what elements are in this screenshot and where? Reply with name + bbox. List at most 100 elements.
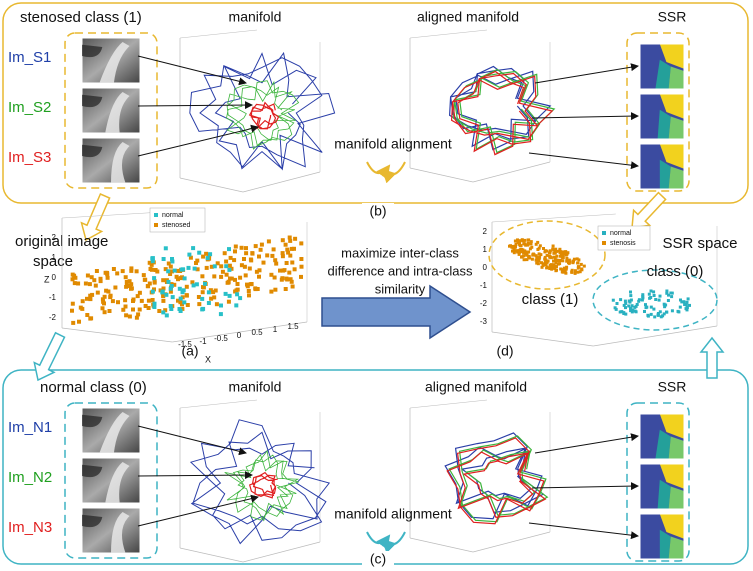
scatter-point: [219, 275, 223, 279]
manifold-curve: [225, 451, 299, 521]
scatter-point: [207, 290, 211, 294]
scatter-point: [258, 268, 262, 272]
scatter-point: [244, 251, 248, 255]
scatter-point: [72, 274, 76, 278]
scatter-point: [273, 276, 277, 280]
scatter-point: [161, 278, 165, 282]
scatter-point: [525, 258, 528, 261]
scatter-point: [286, 251, 290, 255]
scatter-point: [221, 270, 225, 274]
scatter-point: [509, 244, 512, 247]
axis-label: X: [205, 354, 211, 364]
scatter-point: [121, 308, 125, 312]
scatter-point: [225, 273, 229, 277]
scatter-point: [131, 299, 135, 303]
image-label: Im_S3: [8, 149, 51, 166]
scatter-point: [259, 248, 263, 252]
scatter-point: [653, 294, 656, 297]
scatter-point: [121, 269, 125, 273]
scatter-point: [219, 312, 223, 316]
scatter-point: [224, 260, 228, 264]
axis-label: Z: [44, 274, 50, 284]
scatter-point: [637, 300, 640, 303]
arrow-text: maximize inter-class: [341, 245, 459, 260]
scatter-point: [523, 258, 526, 261]
scatter-point: [171, 295, 175, 299]
scatter-point: [240, 246, 244, 250]
z-tick-label: 0: [483, 263, 488, 272]
scatter-point: [687, 297, 690, 300]
manifold-curve: [191, 420, 329, 544]
image-label: Im_N2: [8, 469, 52, 486]
scatter-point: [142, 273, 146, 277]
arrow: [529, 153, 638, 166]
scatter-point: [580, 268, 583, 271]
scatter-point: [195, 282, 199, 286]
scatter-point: [170, 284, 174, 288]
scatter-point: [146, 284, 150, 288]
scatter-point: [112, 267, 116, 271]
z-tick-label: 2: [483, 227, 488, 236]
scatter-point: [577, 267, 580, 270]
scatter-point: [111, 299, 115, 303]
alignment-label: manifold alignment: [334, 506, 452, 522]
ssr-title: SSR: [658, 9, 687, 25]
scatter-point: [104, 289, 108, 293]
scatter-point: [530, 242, 533, 245]
scatter-point: [665, 292, 668, 295]
manifold-curve: [250, 103, 279, 129]
scatter-point: [176, 277, 180, 281]
space-title: SSR space: [662, 235, 737, 252]
scatter-point: [167, 280, 171, 284]
scatter-point: [71, 277, 75, 281]
scatter-point: [516, 249, 519, 252]
arrow: [138, 105, 252, 106]
scatter-point: [89, 316, 93, 320]
scatter-point: [580, 263, 583, 266]
scatter-point: [153, 302, 157, 306]
scatter-point: [257, 255, 261, 259]
scatter-point: [544, 256, 547, 259]
scatter-point: [232, 258, 236, 262]
scatter-point: [223, 251, 227, 255]
legend-swatch: [154, 223, 158, 227]
x-tick-label: 1: [273, 325, 278, 334]
scatter-point: [162, 257, 166, 261]
scatter-point: [612, 299, 615, 302]
scatter-point: [234, 303, 238, 307]
scatter-point: [152, 276, 156, 280]
axis-line: [410, 538, 473, 552]
scatter-point: [635, 305, 638, 308]
scatter-point: [101, 300, 105, 304]
scatter-point: [143, 278, 147, 282]
scatter-point: [624, 313, 627, 316]
scatter-point: [568, 262, 571, 265]
z-tick-label: -3: [480, 317, 488, 326]
scatter-point: [526, 244, 529, 247]
scatter-point: [299, 275, 303, 279]
scatter-point: [290, 261, 294, 265]
scatter-point: [532, 253, 535, 256]
scatter-point: [521, 248, 524, 251]
x-tick-label: -0.5: [214, 334, 228, 343]
scatter-point: [113, 286, 117, 290]
scatter-point: [558, 262, 561, 265]
scatter-point: [579, 270, 582, 273]
scatter-point: [206, 256, 210, 260]
panel-label: (d): [496, 343, 513, 359]
scatter-point: [549, 249, 552, 252]
scatter-point: [131, 308, 135, 312]
scatter-point: [292, 247, 296, 251]
scatter-point: [194, 261, 198, 265]
scatter-point: [682, 300, 685, 303]
manifold-curve: [250, 473, 278, 498]
panel-label: (c): [370, 551, 386, 567]
x-tick-label: -1: [199, 337, 207, 346]
scatter-point: [284, 287, 288, 291]
z-tick-label: 2: [52, 233, 57, 242]
scatter-point: [182, 288, 186, 292]
scatter-point: [243, 265, 247, 269]
scatter-point: [624, 300, 627, 303]
scatter-point: [518, 253, 521, 256]
scatter-point: [299, 257, 303, 261]
